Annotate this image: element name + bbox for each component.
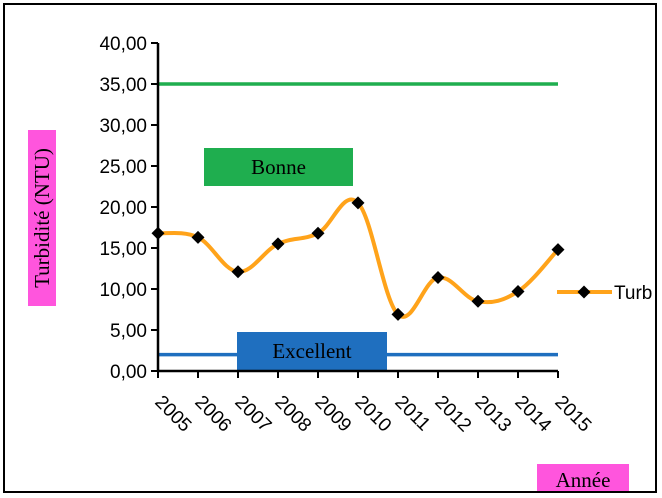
x-tick-label: 2014 — [510, 392, 555, 437]
data-point-2010 — [351, 196, 365, 210]
y-axis-label-bg — [28, 130, 56, 306]
x-tick-label: 2013 — [470, 392, 515, 437]
y-tick-label: 25,00 — [99, 157, 147, 178]
y-tick-label: 30,00 — [99, 116, 147, 137]
y-tick-label: 10,00 — [99, 280, 147, 301]
data-point-2011 — [391, 307, 405, 321]
data-point-2012 — [431, 271, 445, 285]
annotation-0: Bonne — [204, 148, 353, 186]
series-line — [157, 197, 560, 319]
y-tick-label: 40,00 — [99, 34, 147, 55]
x-tick-label: 2006 — [190, 392, 235, 437]
data-point-2014 — [511, 284, 525, 298]
x-axis-label-bg — [537, 464, 629, 491]
x-tick-label: 2008 — [270, 392, 315, 437]
x-tick-label: 2007 — [230, 392, 275, 437]
x-tick-label: 2015 — [550, 392, 595, 437]
y-tick-label: 0,00 — [110, 362, 147, 383]
data-point-2008 — [271, 237, 285, 251]
data-point-2015 — [551, 243, 565, 257]
annotation-text-0: Bonne — [251, 155, 306, 179]
turbidity-chart: Bonne Excellent 0,00 5,00 10,00 15,00 20,00 25… — [28, 34, 652, 491]
x-axis-label: Année — [556, 468, 611, 491]
data-point-2009 — [311, 226, 325, 240]
annotation-1: Excellent — [237, 332, 387, 370]
x-tick-label: 2005 — [150, 392, 195, 437]
y-tick-label: 5,00 — [110, 321, 147, 342]
x-tick-label: 2012 — [430, 392, 475, 437]
annotation-text-1: Excellent — [272, 339, 351, 363]
y-tick-label: 20,00 — [99, 198, 147, 219]
chart-frame: Bonne Excellent 0,00 5,00 10,00 15,00 20,00 25… — [3, 3, 657, 493]
legend-marker — [577, 285, 591, 299]
data-point-2013 — [471, 294, 485, 308]
y-tick-label: 15,00 — [99, 239, 147, 260]
annotation-box-1 — [237, 332, 387, 370]
legend-label: Turb — [614, 283, 652, 304]
data-point-2007 — [231, 265, 245, 279]
y-tick-label: 35,00 — [99, 75, 147, 96]
annotation-box-0 — [204, 148, 353, 186]
data-point-2005 — [151, 226, 165, 240]
data-point-2006 — [191, 230, 205, 244]
y-axis-label: Turbidité (NTU) — [30, 148, 54, 288]
x-tick-label: 2010 — [350, 392, 395, 437]
x-tick-label: 2009 — [310, 392, 355, 437]
x-tick-label: 2011 — [390, 392, 434, 436]
